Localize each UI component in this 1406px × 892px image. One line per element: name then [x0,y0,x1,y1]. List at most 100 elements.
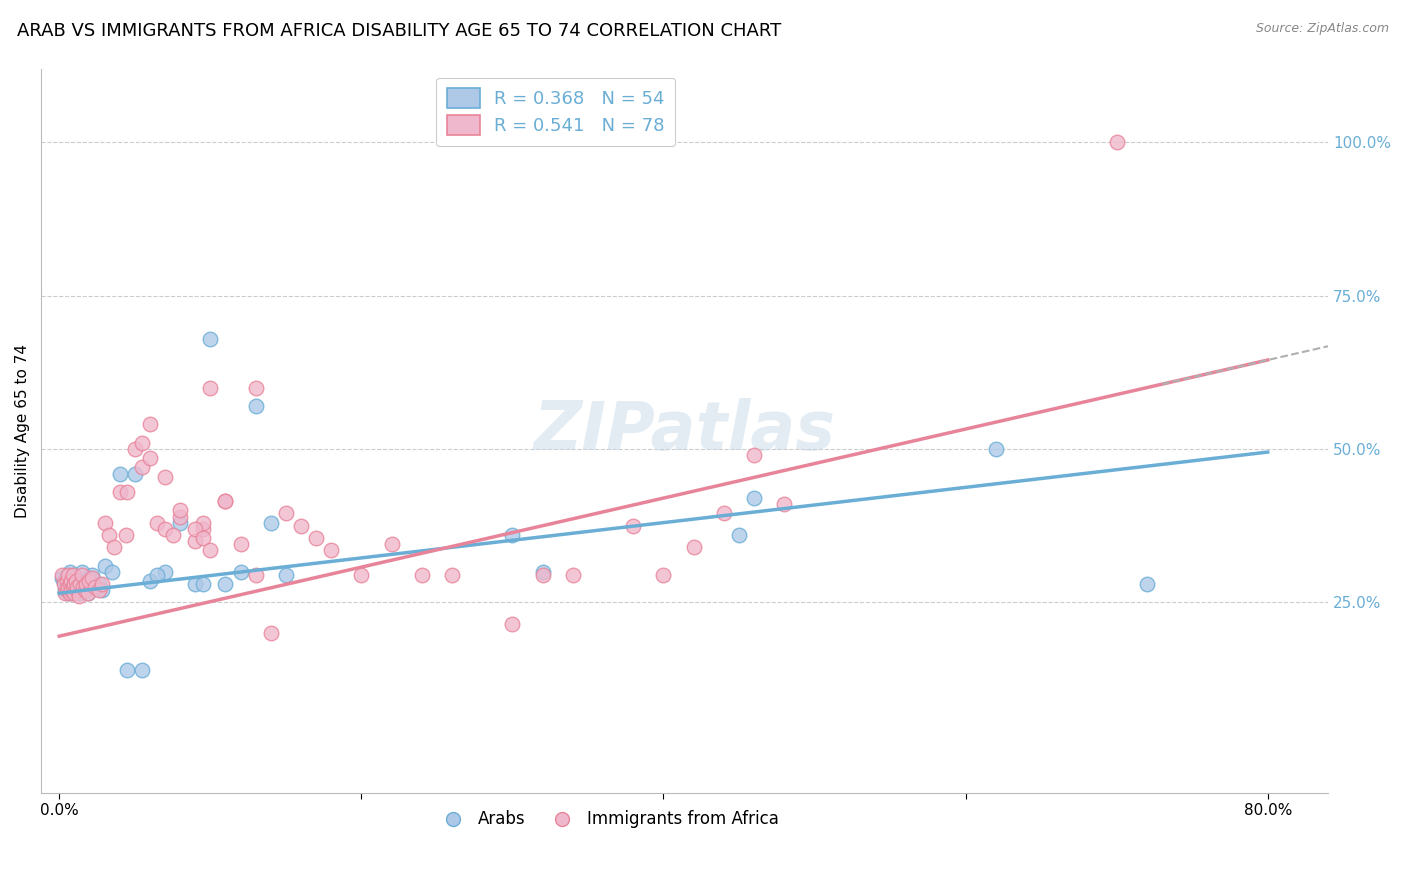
Point [124,442,146,456]
Point [274,507,297,521]
Point [501,528,523,542]
Point [84,580,107,594]
Point [63,586,86,600]
Point [229,565,252,579]
Point [87,583,110,598]
Point [72,580,94,594]
Text: Source: ZipAtlas.com: Source: ZipAtlas.com [1256,22,1389,36]
Point [501,616,523,631]
Point [82,567,104,582]
Point [72,580,94,594]
Point [59,586,82,600]
Point [1136,577,1159,591]
Point [214,577,236,591]
Point [245,399,267,413]
Point [531,567,554,582]
Point [93,558,115,573]
Point [139,417,162,432]
Point [169,503,191,517]
Point [103,540,125,554]
Point [115,663,138,677]
Point [139,574,162,588]
Point [70,565,93,579]
Point [56,583,79,598]
Point [773,497,796,511]
Point [214,494,236,508]
Point [169,509,191,524]
Point [60,574,83,588]
Point [65,574,87,588]
Point [191,522,214,536]
Point [56,577,79,591]
Point [153,522,176,536]
Point [62,580,84,594]
Point [52,577,75,591]
Point [60,586,83,600]
Point [260,516,283,530]
Point [162,528,184,542]
Point [70,567,93,582]
Point [200,543,222,558]
Point [60,574,83,588]
Point [59,577,82,591]
Point [62,583,84,598]
Point [380,537,402,551]
Point [53,586,76,600]
Point [66,574,89,588]
Point [108,467,131,481]
Point [84,580,107,594]
Point [73,583,96,598]
Point [73,583,96,598]
Point [561,567,583,582]
Point [52,574,75,588]
Point [191,531,214,545]
Point [66,583,89,598]
Point [63,577,86,591]
Point [65,580,87,594]
Point [139,451,162,466]
Point [440,567,463,582]
Text: ZIPatlas: ZIPatlas [534,398,835,464]
Point [200,381,222,395]
Point [245,567,267,582]
Point [67,586,90,600]
Point [56,567,79,582]
Point [728,528,751,542]
Point [63,577,86,591]
Point [75,574,97,588]
Point [742,448,765,462]
Point [321,543,343,558]
Point [69,577,91,591]
Point [67,589,90,603]
Point [53,583,76,598]
Point [101,565,124,579]
Point [984,442,1007,456]
Point [214,494,236,508]
Legend: Arabs, Immigrants from Africa: Arabs, Immigrants from Africa [429,804,786,835]
Point [58,580,80,594]
Point [146,567,169,582]
Point [713,507,735,521]
Point [184,577,207,591]
Point [58,586,80,600]
Point [56,574,79,588]
Point [131,460,153,475]
Point [66,580,89,594]
Point [51,567,73,582]
Point [124,467,146,481]
Point [305,531,328,545]
Point [58,567,80,582]
Point [245,381,267,395]
Point [115,485,138,500]
Point [114,528,136,542]
Point [531,565,554,579]
Point [742,491,765,505]
Point [98,528,121,542]
Point [153,469,176,483]
Point [1105,135,1128,149]
Point [93,516,115,530]
Point [184,534,207,549]
Point [169,516,191,530]
Point [63,567,86,582]
Point [131,435,153,450]
